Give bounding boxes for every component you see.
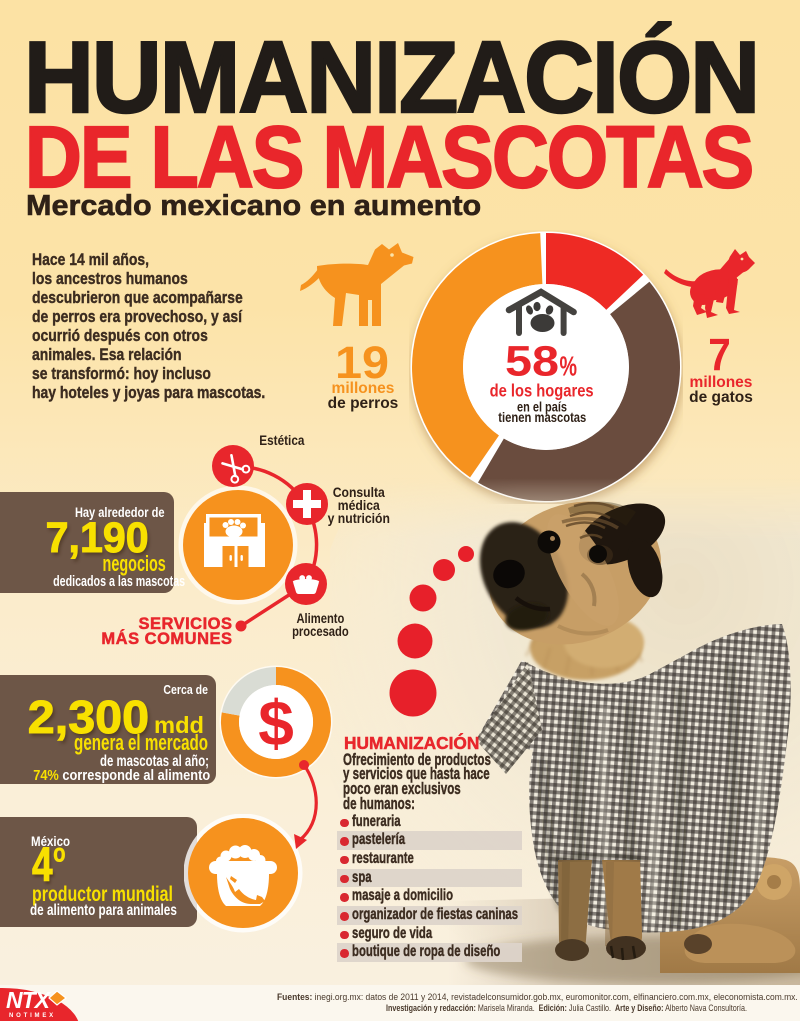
svg-text:NTX: NTX [6,987,52,1013]
svg-text:en el país: en el país [517,399,567,414]
svg-text:58: 58 [505,338,559,386]
svg-text:$: $ [258,687,294,759]
svg-text:%: % [560,351,578,382]
svg-text:tienen mascotas: tienen mascotas [498,410,586,425]
svg-text:de los hogares: de los hogares [490,380,594,400]
svg-text:NOTIMEX: NOTIMEX [9,1013,56,1019]
